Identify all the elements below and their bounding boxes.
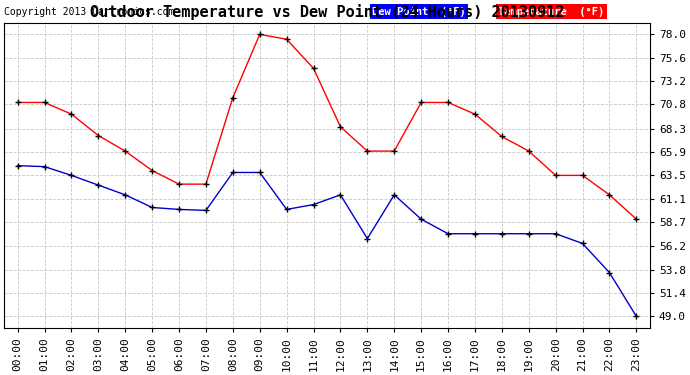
Text: Dew Point  (°F): Dew Point (°F) <box>372 7 466 16</box>
Text: Copyright 2013 Cartronics.com: Copyright 2013 Cartronics.com <box>4 7 175 16</box>
Title: Outdoor Temperature vs Dew Point (24 Hours) 20130912: Outdoor Temperature vs Dew Point (24 Hou… <box>90 4 564 20</box>
Text: Temperature  (°F): Temperature (°F) <box>498 7 604 16</box>
